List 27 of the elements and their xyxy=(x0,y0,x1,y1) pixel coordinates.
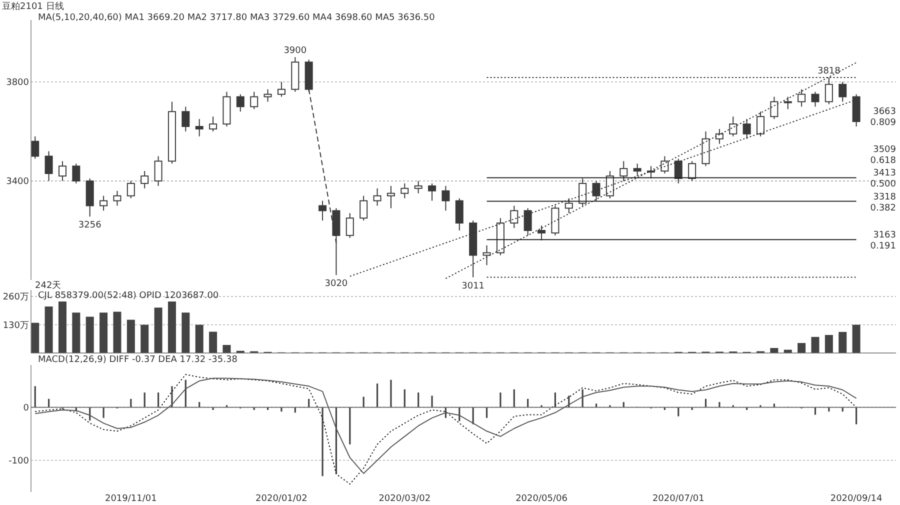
y-tick-label: 260万 xyxy=(2,292,29,303)
annotation: 242天 xyxy=(35,280,62,291)
annotation: 3818 xyxy=(817,66,841,76)
y-tick-label: 3400 xyxy=(6,176,30,187)
chart-title: CJL 858379.00(52:48) OPID 1203687.00 xyxy=(38,291,219,301)
y-tick-label: 0 xyxy=(23,403,30,414)
text: 3509 0.618 xyxy=(870,145,896,166)
chart-title: 豆粕2101 日线 xyxy=(2,1,64,12)
series-label: 3413 0.500 xyxy=(870,168,896,190)
series-label: 3163 0.191 xyxy=(870,230,896,252)
y-tick-label: -100 xyxy=(8,456,30,466)
chart-subtitle: MA(5,10,20,40,60) MA1 3669.20 MA2 3717.80 MA3 3729.60 MA4 3698.60 MA5 3636.50 xyxy=(38,13,436,23)
series-label: 3318 0.382 xyxy=(870,192,896,214)
x-tick-label: 2020/03/02 xyxy=(378,494,431,504)
x-tick-label: 2019/11/01 xyxy=(104,494,157,504)
x-tick-label: 2020/09/14 xyxy=(830,494,883,504)
y-tick-label: 130万 xyxy=(2,320,29,331)
annotation: 3900 xyxy=(284,46,307,56)
text: 3663 0.809 xyxy=(870,107,896,128)
x-tick-label: 2020/05/06 xyxy=(516,494,568,504)
x-tick-label: 2020/07/01 xyxy=(652,494,704,504)
chart-title: MACD(12,26,9) DIFF -0.37 DEA 17.32 -35.38 xyxy=(38,355,238,365)
annotation: 3020 xyxy=(324,279,348,290)
x-tick-label: 2020/01/02 xyxy=(256,494,308,504)
y-tick-label: 3800 xyxy=(6,78,30,88)
annotation: 3011 xyxy=(462,281,485,292)
annotation: 3256 xyxy=(78,220,102,231)
